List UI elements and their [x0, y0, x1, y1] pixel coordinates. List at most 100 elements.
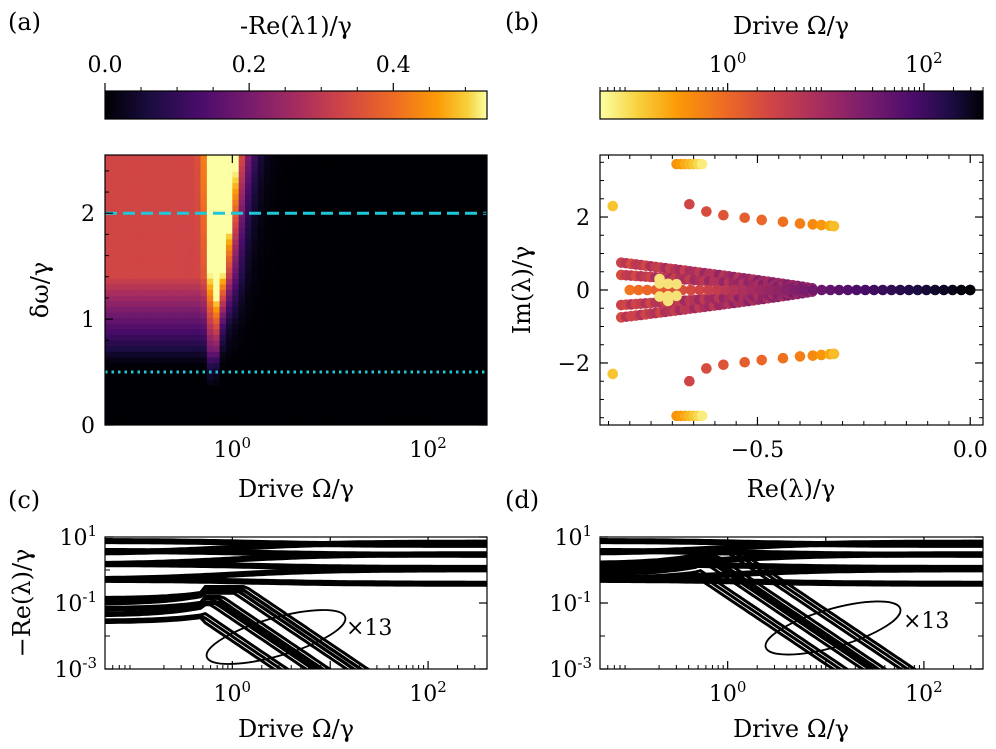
heatmap-cell [105, 239, 112, 246]
heatmap-cell [194, 385, 202, 392]
heatmap-cell [276, 323, 284, 330]
heatmap-cell [385, 155, 393, 162]
heatmap-cell [346, 346, 354, 353]
heatmap-cell [219, 340, 227, 347]
heatmap-cell [225, 396, 233, 404]
heatmap-cell [124, 380, 132, 387]
heatmap-cell [162, 261, 170, 269]
scatter-point-left-edge [607, 368, 619, 380]
heatmap-cell [168, 312, 176, 319]
heatmap-cell [200, 233, 208, 240]
heatmap-cell [206, 273, 214, 280]
heatmap-cell [245, 312, 253, 319]
heatmap-cell [416, 183, 424, 190]
heatmap-cell [111, 188, 119, 195]
heatmap-cell [448, 396, 456, 404]
heatmap-cell [206, 233, 214, 240]
heatmap-cell [308, 183, 316, 190]
heatmap-cell [315, 290, 323, 297]
heatmap-cell [397, 188, 405, 195]
heatmap-cell [162, 318, 170, 325]
heatmap-cell [213, 391, 221, 398]
heatmap-cell [340, 222, 348, 229]
heatmap-cell [391, 222, 399, 229]
heatmap-cell [238, 245, 246, 252]
heatmap-cell [257, 233, 265, 240]
heatmap-cell [404, 295, 412, 302]
heatmap-cell [130, 155, 138, 162]
heatmap-cell [455, 261, 463, 269]
heatmap-cell [117, 200, 125, 207]
heatmap-cell [372, 228, 380, 235]
heatmap-cell [105, 261, 112, 269]
heatmap-cell [130, 216, 138, 224]
heatmap-cell [353, 413, 361, 420]
scatter-point-lower-branch [739, 356, 750, 368]
heatmap-cell [429, 155, 437, 162]
heatmap-cell [455, 413, 463, 420]
heatmap-cell [283, 278, 291, 285]
heatmap-cell [480, 357, 487, 364]
heatmap-cell [308, 335, 316, 342]
heatmap-cell [436, 166, 444, 173]
heatmap-cell [442, 183, 450, 190]
heatmap-cell [423, 368, 431, 375]
heatmap-cell [359, 183, 367, 190]
heatmap-cell [283, 340, 291, 347]
heatmap-cell [372, 290, 380, 297]
heatmap-cell [474, 233, 482, 240]
heatmap-cell [391, 312, 399, 319]
heatmap-cell [105, 374, 112, 381]
heatmap-cell [416, 374, 424, 381]
heatmap-cell [232, 363, 240, 370]
heatmap-cell [416, 250, 424, 257]
heatmap-cell [385, 245, 393, 252]
scatter-point-upper-branch [794, 218, 806, 229]
heatmap-cell [276, 396, 284, 404]
heatmap-cell [302, 363, 310, 370]
heatmap-cell [225, 188, 233, 195]
heatmap-cell [276, 239, 284, 246]
heatmap-cell [461, 284, 469, 291]
heatmap-cell [117, 368, 125, 375]
heatmap-cell [200, 323, 208, 330]
heatmap-cell [385, 205, 393, 212]
heatmap-cell [442, 306, 450, 314]
heatmap-cell [436, 380, 444, 387]
heatmap-cell [175, 200, 182, 207]
heatmap-cell [416, 301, 424, 308]
heatmap-cell [372, 413, 380, 420]
heatmap-cell [442, 222, 450, 229]
heatmap-cell [264, 340, 272, 347]
heatmap-cell [436, 357, 444, 364]
heatmap-cell [455, 194, 463, 201]
heatmap-cell [296, 301, 303, 308]
heatmap-cell [225, 419, 233, 425]
heatmap-cell [111, 245, 119, 252]
heatmap-cell [416, 166, 424, 173]
heatmap-cell [257, 166, 265, 173]
heatmap-cell [404, 318, 412, 325]
heatmap-cell [225, 385, 233, 392]
heatmap-cell [397, 329, 405, 336]
heatmap-cell [474, 188, 482, 195]
heatmap-cell [474, 374, 482, 381]
scatter-point [912, 284, 923, 296]
heatmap-cell [366, 318, 373, 325]
heatmap-cell [308, 385, 316, 392]
heatmap-cell [117, 419, 125, 425]
heatmap-cell [136, 278, 144, 285]
heatmap-cell [206, 329, 214, 336]
heatmap-cell [251, 188, 259, 195]
heatmap-cell [251, 374, 259, 381]
heatmap-cell [276, 211, 284, 218]
heatmap-cell [149, 216, 157, 224]
heatmap-cell [206, 188, 214, 195]
heatmap-cell [296, 267, 303, 274]
scatter-point [654, 291, 665, 302]
heatmap-cell [238, 340, 246, 347]
heatmap-cell [448, 194, 456, 201]
heatmap-cell [474, 340, 482, 347]
heatmap-cell [391, 318, 399, 325]
heatmap-cell [423, 396, 431, 404]
